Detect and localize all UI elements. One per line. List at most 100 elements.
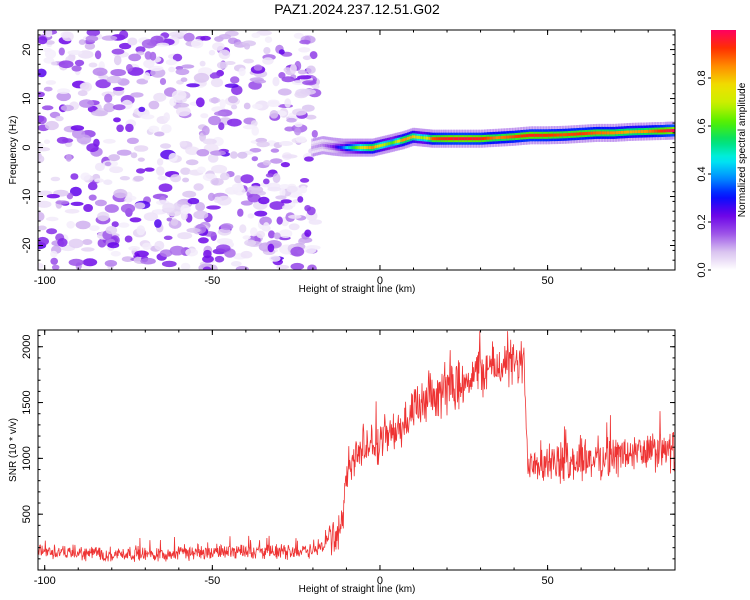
- noise-blob: [41, 105, 54, 111]
- signal-core: [489, 136, 494, 140]
- noise-blob: [143, 59, 155, 69]
- y-tick-label: 20: [21, 43, 33, 55]
- signal-core: [354, 146, 359, 150]
- noise-blob: [267, 186, 282, 192]
- x-tick-label: 0: [377, 275, 383, 287]
- noise-blob: [302, 80, 317, 86]
- noise-blob: [161, 124, 172, 134]
- noise-blob: [118, 222, 130, 228]
- noise-blob: [148, 125, 160, 133]
- noise-blob: [185, 248, 199, 257]
- signal-core: [657, 129, 662, 133]
- noise-blob: [286, 117, 297, 123]
- signal-core: [314, 145, 318, 149]
- noise-blob: [38, 225, 47, 231]
- noise-blob: [125, 64, 133, 72]
- signal-core: [660, 129, 665, 133]
- noise-blob: [163, 235, 173, 240]
- signal-core: [531, 133, 536, 137]
- signal-core: [410, 135, 414, 139]
- noise-blob: [224, 83, 239, 88]
- signal-core: [339, 145, 343, 149]
- signal-core: [434, 137, 438, 141]
- noise-blob: [113, 117, 121, 123]
- noise-blob: [57, 238, 68, 247]
- noise-blob: [169, 245, 185, 256]
- signal-core: [486, 136, 492, 140]
- noise-blob: [293, 32, 304, 39]
- spectrogram-heatmap: [38, 30, 675, 270]
- noise-blob: [306, 65, 316, 74]
- signal-core: [584, 132, 589, 135]
- noise-blob: [230, 261, 242, 267]
- signal-core: [590, 131, 595, 135]
- signal-core: [395, 140, 399, 144]
- noise-blob: [196, 149, 210, 157]
- noise-blob: [276, 264, 290, 270]
- noise-blob: [298, 47, 311, 53]
- signal-core: [472, 137, 478, 141]
- noise-blob: [137, 157, 145, 162]
- y-tick-label: 0: [21, 144, 33, 150]
- noise-blob: [103, 179, 113, 185]
- noise-blob: [43, 57, 55, 64]
- noise-blob: [304, 245, 317, 254]
- y-tick-label: 10: [21, 92, 33, 104]
- noise-blob: [216, 195, 232, 206]
- noise-blob: [157, 175, 168, 181]
- noise-blob: [278, 229, 293, 239]
- noise-blob: [182, 177, 190, 183]
- noise-blob: [294, 127, 302, 136]
- noise-blob: [220, 223, 234, 231]
- noise-blob: [311, 84, 320, 90]
- noise-blob: [187, 197, 200, 205]
- signal-core: [643, 130, 648, 133]
- noise-blob: [91, 110, 108, 117]
- noise-blob: [168, 152, 178, 162]
- noise-blob: [136, 168, 146, 174]
- noise-blob: [136, 225, 146, 236]
- signal-core: [464, 137, 469, 141]
- signal-core: [447, 137, 452, 141]
- signal-core: [318, 144, 322, 148]
- noise-blob: [183, 32, 195, 42]
- x-tick-label: 50: [541, 575, 553, 587]
- noise-blob: [292, 108, 307, 116]
- noise-blob: [256, 230, 266, 239]
- noise-blob: [300, 178, 310, 183]
- noise-blob: [199, 60, 206, 67]
- signal-core: [604, 131, 609, 135]
- signal-core: [388, 142, 392, 145]
- noise-blob: [38, 190, 53, 196]
- noise-blob: [156, 158, 164, 166]
- noise-blob: [86, 143, 99, 153]
- noise-blob: [290, 262, 305, 270]
- noise-blob: [207, 153, 219, 163]
- y-tick-label: -10: [21, 189, 33, 205]
- noise-blob: [55, 200, 70, 205]
- signal-core: [338, 145, 342, 149]
- noise-blob: [297, 75, 312, 80]
- noise-blob: [169, 98, 177, 107]
- noise-blob: [210, 78, 224, 88]
- noise-blob: [45, 40, 55, 45]
- noise-blob: [275, 195, 287, 200]
- noise-blob: [66, 221, 75, 229]
- noise-blob: [66, 192, 74, 200]
- noise-blob: [144, 51, 152, 60]
- signal-core: [609, 131, 614, 135]
- signal-core: [598, 131, 603, 135]
- noise-blob: [269, 201, 285, 210]
- noise-blob: [264, 36, 273, 43]
- noise-blob: [88, 62, 98, 68]
- noise-blob: [136, 78, 148, 85]
- signal-core: [370, 146, 374, 150]
- noise-blob: [104, 260, 118, 267]
- colorbar-tick-label: 0.0: [696, 262, 708, 277]
- signal-core: [385, 142, 389, 146]
- noise-blob: [148, 100, 160, 110]
- noise-blob: [286, 185, 298, 193]
- y-tick-label: 500: [21, 505, 33, 523]
- noise-blob: [234, 175, 243, 184]
- signal-core: [500, 135, 506, 139]
